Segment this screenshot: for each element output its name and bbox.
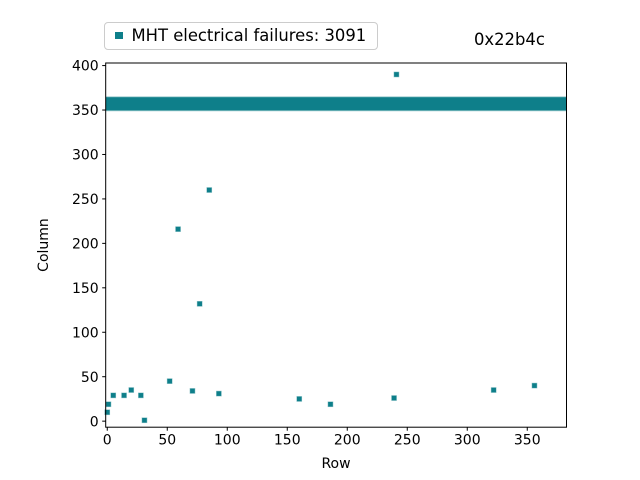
scatter-point xyxy=(393,71,400,78)
scatter-point xyxy=(128,387,135,393)
legend: MHT electrical failures: 3091 xyxy=(104,22,379,50)
legend-label: MHT electrical failures: 3091 xyxy=(131,26,367,45)
x-tick-label: 300 xyxy=(454,432,481,448)
y-tick-label: 100 xyxy=(72,325,99,341)
scatter-point xyxy=(327,401,334,408)
failure-band xyxy=(105,97,567,111)
y-axis-label: Column xyxy=(36,218,52,272)
y-tick-label: 300 xyxy=(72,148,99,164)
failure-band-edge xyxy=(105,110,567,112)
scatter-point xyxy=(296,396,303,402)
scatter-point xyxy=(105,401,112,408)
x-tick-label: 350 xyxy=(514,432,541,448)
scatter-point xyxy=(141,417,148,424)
x-tick-label: 50 xyxy=(158,432,176,448)
x-tick-label: 250 xyxy=(394,432,421,448)
y-tick-label: 350 xyxy=(72,103,99,119)
scatter-point xyxy=(175,226,181,232)
scatter-point xyxy=(206,187,213,193)
scatter-point xyxy=(189,388,196,394)
x-tick-label: 0 xyxy=(103,432,112,448)
y-tick-label: 250 xyxy=(72,192,99,208)
y-tick-label: 0 xyxy=(90,414,99,430)
scatter-point xyxy=(166,378,173,384)
scatter-point xyxy=(138,392,144,399)
y-tick-label: 150 xyxy=(72,281,99,297)
scatter-point xyxy=(196,301,203,307)
x-tick-label: 150 xyxy=(274,432,301,448)
scatter-point xyxy=(531,382,538,389)
axes-spines xyxy=(105,62,567,428)
scatter-point xyxy=(391,395,397,401)
failure-band-edge xyxy=(105,96,567,98)
chip-id-title: 0x22b4c xyxy=(474,30,545,49)
y-tick-label: 50 xyxy=(81,370,99,386)
x-tick-label: 200 xyxy=(334,432,361,448)
legend-marker-icon xyxy=(115,31,123,40)
scatter-point xyxy=(490,387,497,393)
scatter-point xyxy=(216,390,222,397)
y-tick-label: 200 xyxy=(72,236,99,252)
scatter-point xyxy=(104,409,111,416)
scatter-point xyxy=(110,392,117,399)
x-axis-label: Row xyxy=(321,456,351,472)
scatter-point xyxy=(121,392,127,399)
y-tick-label: 400 xyxy=(72,59,99,75)
x-tick-label: 100 xyxy=(214,432,241,448)
